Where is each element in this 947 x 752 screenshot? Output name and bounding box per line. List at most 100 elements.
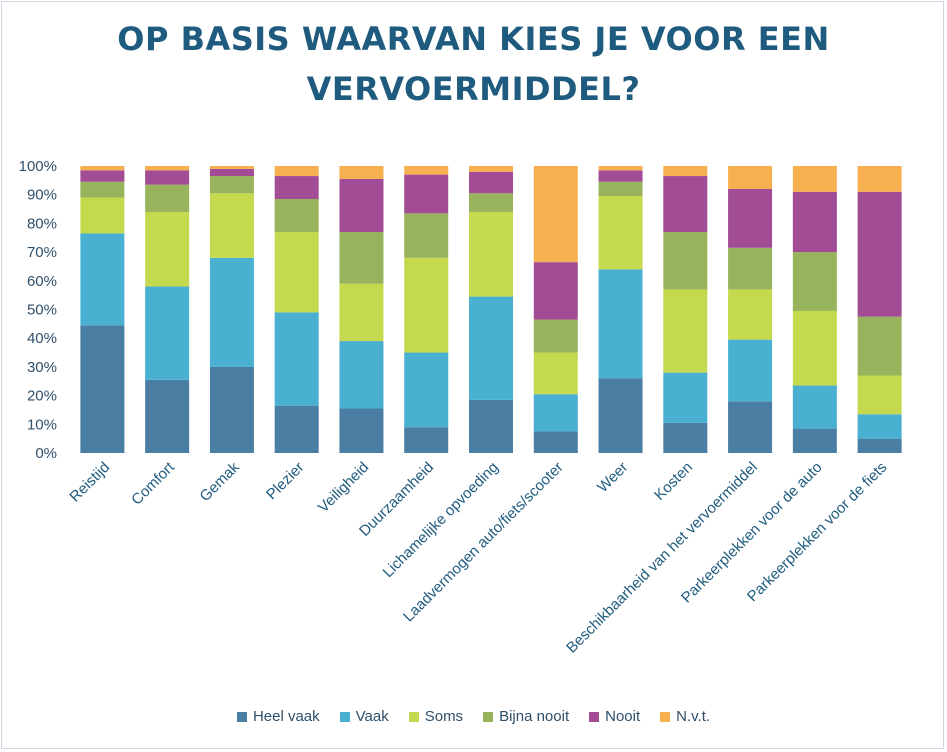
bar-segment	[857, 438, 902, 453]
bar-segment	[598, 378, 643, 453]
y-tick-label: 0%	[35, 445, 57, 462]
bar-segment	[274, 199, 319, 233]
bar-segment	[339, 408, 384, 453]
bar-segment	[663, 422, 708, 453]
chart-title-line-1: OP BASIS WAARVAN KIES JE VOOR EEN	[117, 20, 830, 58]
bar-segment	[274, 312, 319, 406]
bar-segment	[404, 166, 449, 175]
y-tick-label: 20%	[27, 388, 57, 405]
bar-segment	[145, 286, 190, 380]
legend-label: Nooit	[605, 708, 641, 725]
bar-segment	[145, 211, 190, 287]
legend-label: Soms	[424, 708, 464, 725]
bar-segment	[792, 191, 837, 253]
legend-item: Vaak	[339, 708, 389, 725]
category-label: Reistijd	[66, 459, 113, 506]
y-tick-label: 80%	[27, 215, 57, 232]
bar-segment	[209, 166, 254, 169]
bar-segment	[339, 166, 384, 179]
bar-segment	[80, 181, 125, 198]
y-tick-label: 10%	[27, 416, 57, 433]
bar-segment	[80, 233, 125, 326]
bar-segment	[469, 399, 513, 453]
bar-segment	[728, 289, 773, 340]
bar-segment	[792, 166, 837, 192]
chart-legend: Heel vaak Vaak Soms Bijna nooit Nooit N.v.t.	[0, 708, 947, 725]
bar-segment	[598, 269, 643, 379]
y-tick-label: 60%	[27, 273, 57, 290]
legend-item: Soms	[408, 708, 464, 725]
legend-item: Bijna nooit	[483, 708, 569, 725]
legend-item: Heel vaak	[236, 708, 320, 725]
bar-segment	[404, 352, 449, 428]
legend-swatch	[589, 711, 600, 722]
legend-label: Vaak	[355, 708, 389, 725]
category-label: Plezier	[263, 459, 307, 503]
legend-item: N.v.t.	[660, 708, 710, 725]
legend-swatch	[339, 711, 350, 722]
bar-segment	[274, 166, 319, 177]
bar-segment	[533, 394, 578, 432]
category-label: Kosten	[651, 459, 696, 504]
bar-segment	[598, 166, 643, 171]
bar-segment	[80, 325, 125, 453]
bar-segment	[469, 296, 513, 400]
y-tick-label: 50%	[27, 302, 57, 319]
bar-segment	[469, 211, 513, 297]
bar-segment	[404, 257, 449, 353]
y-tick-label: 40%	[27, 330, 57, 347]
bar-segment	[404, 427, 449, 453]
legend-swatch	[408, 711, 419, 722]
bar-segment	[339, 341, 384, 409]
bar-segment	[274, 405, 319, 453]
bar-segment	[857, 375, 902, 415]
bar-segment	[598, 181, 643, 197]
bar-segment	[339, 283, 384, 342]
bar-segment	[857, 166, 902, 192]
chart-title: OP BASIS WAARVAN KIES JE VOOR EEN VERVOE…	[0, 14, 947, 114]
category-label: Parkeerplekken voor de fiets	[744, 459, 890, 605]
bar-segment	[209, 176, 254, 194]
legend-label: N.v.t.	[676, 708, 711, 725]
bar-segment	[404, 213, 449, 258]
chart-title-line-2: VERVOERMIDDEL?	[306, 70, 641, 108]
bar-segment	[663, 176, 708, 233]
bar-segment	[274, 232, 319, 313]
bar-segment	[209, 366, 254, 453]
bar-segment	[728, 401, 773, 453]
bar-segment	[792, 428, 837, 453]
bar-segment	[469, 166, 513, 172]
bar-segment	[728, 166, 773, 189]
bar-segment	[469, 171, 513, 194]
y-tick-label: 90%	[27, 187, 57, 204]
bar-segment	[533, 166, 578, 263]
bar-segment	[792, 252, 837, 311]
bar-segment	[145, 379, 190, 453]
legend-swatch	[236, 711, 247, 722]
bar-segment	[80, 170, 125, 182]
bar-segment	[339, 178, 384, 233]
bar-segment	[339, 232, 384, 284]
bar-segment	[274, 176, 319, 200]
bar-segment	[792, 385, 837, 429]
bar-segment	[533, 262, 578, 320]
bar-segment	[469, 193, 513, 212]
y-tick-label: 30%	[27, 359, 57, 376]
bar-segment	[663, 232, 708, 290]
bar-segment	[728, 247, 773, 290]
bar-segment	[209, 168, 254, 177]
bar-segment	[857, 414, 902, 439]
bar-segment	[533, 319, 578, 353]
y-tick-label: 100%	[19, 158, 57, 175]
bar-segment	[80, 197, 125, 234]
bar-segment	[598, 196, 643, 270]
legend-swatch	[483, 711, 494, 722]
category-label: Comfort	[128, 458, 178, 508]
bar-segment	[145, 170, 190, 185]
bar-segment	[145, 166, 190, 171]
category-label: Weer	[594, 459, 631, 496]
bar-segment	[145, 184, 190, 212]
bar-segment	[80, 166, 125, 171]
category-label: Lichamelijke opvoeding	[380, 459, 502, 581]
